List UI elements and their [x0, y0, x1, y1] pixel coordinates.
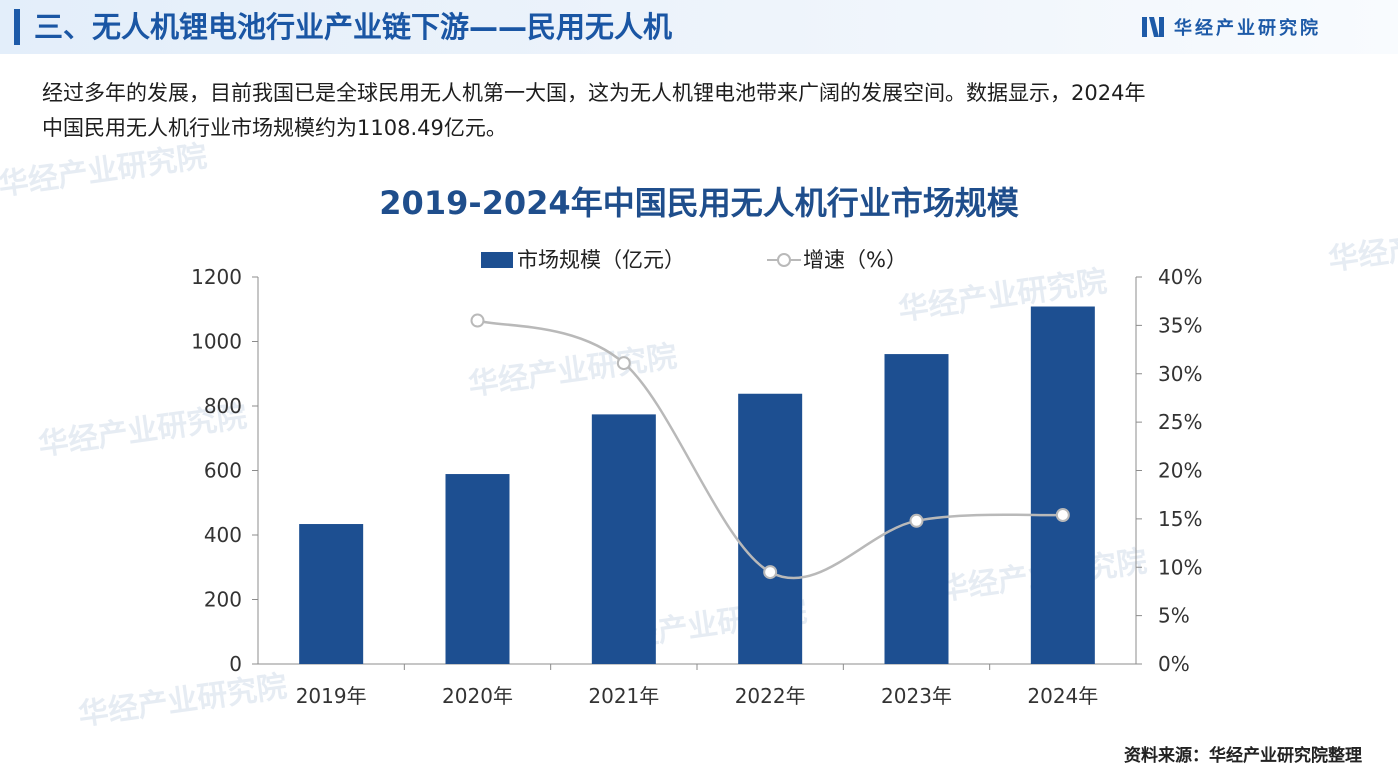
y-left-tick-label: 400 [204, 523, 242, 547]
intro-paragraph: 经过多年的发展，目前我国已是全球民用无人机第一大国，这为无人机锂电池带来广阔的发… [42, 76, 1362, 146]
y-right-tick-label: 40% [1158, 265, 1202, 289]
x-tick-label: 2024年 [1027, 684, 1098, 708]
watermark-text: 华经产业研究院 [76, 669, 289, 733]
bar [738, 393, 803, 664]
y-right-tick-label: 35% [1158, 313, 1202, 337]
intro-line-1: 经过多年的发展，目前我国已是全球民用无人机第一大国，这为无人机锂电池带来广阔的发… [42, 81, 1146, 105]
y-left-tick-label: 600 [204, 459, 242, 483]
bar [591, 414, 656, 664]
y-right-tick-label: 0% [1158, 652, 1190, 676]
header-accent [14, 9, 20, 45]
y-right-tick-label: 5% [1158, 604, 1190, 628]
growth-point [616, 356, 631, 371]
chart-axes: 0 200 400 600 800 1000 1200 0% 5% 10% 15% 20% 25% 30%… [191, 265, 1202, 708]
y-left-tick-label: 0 [229, 652, 242, 676]
bar [445, 474, 510, 664]
y-right-tick-label: 25% [1158, 410, 1202, 434]
legend-line-label: 增速（%） [803, 248, 907, 272]
growth-point [763, 565, 778, 580]
y-left-tick-label: 1000 [191, 330, 242, 354]
intro-line-2: 中国民用无人机行业市场规模约为1108.49亿元。 [42, 116, 507, 140]
growth-point [1055, 508, 1070, 523]
watermark-text: 华经产业研究院 [0, 139, 209, 203]
chart-legend: 市场规模（亿元） 增速（%） [481, 248, 907, 272]
header-bar [0, 0, 1398, 54]
y-right-tick-label: 30% [1158, 362, 1202, 386]
x-tick-label: 2023年 [881, 684, 952, 708]
legend-line-marker [777, 253, 791, 267]
growth-point [470, 313, 485, 328]
y-left-tick-label: 800 [204, 394, 242, 418]
bar [299, 524, 364, 664]
watermark-text: 华经产业研究院 [466, 339, 679, 403]
y-right-tick-label: 15% [1158, 507, 1202, 531]
x-tick-label: 2021年 [588, 684, 659, 708]
y-left-tick-label: 200 [204, 588, 242, 612]
legend-bar-label: 市场规模（亿元） [517, 248, 685, 272]
brand-logo-icon [1142, 17, 1164, 37]
growth-point [909, 513, 924, 528]
chart-title: 2019-2024年中国民用无人机行业市场规模 [379, 184, 1018, 222]
x-tick-label: 2022年 [735, 684, 806, 708]
brand-name: 华经产业研究院 [1174, 18, 1321, 39]
x-tick-label: 2020年 [442, 684, 513, 708]
watermark-layer: 华经产业研究院华经产业研究院华经产业研究院华经产业研究院华经产业研究院华经产业研… [0, 139, 1398, 733]
bar-series [299, 306, 1095, 664]
brand-logo: 华经产业研究院 [1142, 12, 1321, 42]
watermark-text: 华经产业研究院 [1326, 214, 1398, 278]
bar [1030, 306, 1095, 664]
x-tick-label: 2019年 [296, 684, 367, 708]
bar [884, 354, 949, 664]
y-left-tick-label: 1200 [191, 265, 242, 289]
legend-bar-swatch [481, 252, 513, 268]
page-title: 三、无人机锂电池行业产业链下游——民用无人机 [34, 10, 673, 44]
growth-series [470, 313, 1070, 580]
y-right-tick-label: 10% [1158, 555, 1202, 579]
source-note: 资料来源：华经产业研究院整理 [1124, 746, 1362, 766]
y-right-tick-label: 20% [1158, 459, 1202, 483]
